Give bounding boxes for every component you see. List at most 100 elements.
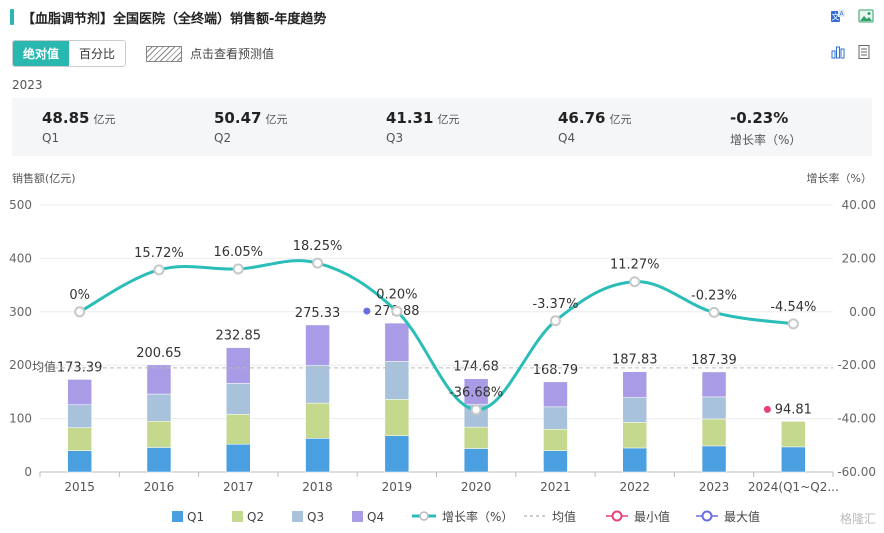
legend-swatch-q4 <box>352 511 363 522</box>
summary-value: 41.31 <box>386 109 434 127</box>
svg-text:A: A <box>839 11 844 18</box>
x-tick-label: 2018 <box>302 480 333 494</box>
growth-label: 15.72% <box>134 246 184 261</box>
bar-q1 <box>701 445 727 473</box>
bar-q3 <box>67 404 92 428</box>
y2-tick-label: 0.00 <box>849 305 876 319</box>
total-label: 187.39 <box>691 353 737 368</box>
summary-label: Q1 <box>42 131 60 145</box>
bar-chart-icon[interactable] <box>830 44 846 60</box>
hatch-swatch-icon <box>146 45 183 62</box>
tab-percentage[interactable]: 百分比 <box>69 41 126 66</box>
bar-q2 <box>384 399 410 436</box>
x-tick-label: 2020 <box>461 480 492 494</box>
y2-axis-title: 增长率（%） <box>806 172 872 185</box>
legend-label: Q4 <box>367 510 384 524</box>
bar-q4 <box>67 379 92 405</box>
growth-point <box>74 306 86 318</box>
tab-absolute[interactable]: 绝对值 <box>13 41 70 66</box>
forecast-toggle[interactable]: 点击查看预测值 <box>146 45 274 62</box>
summary-unit: 亿元 <box>265 113 288 126</box>
summary-growth: -0.23% 增长率（%） <box>700 98 872 156</box>
total-label: 187.83 <box>612 353 658 368</box>
legend-swatch-max-dot <box>701 510 713 522</box>
legend-swatch-q1 <box>172 511 183 522</box>
legend-label: 增长率（%） <box>442 509 513 524</box>
total-label: 168.79 <box>533 363 579 378</box>
bar-q3 <box>543 406 568 430</box>
image-icon[interactable] <box>858 8 874 24</box>
bar-q2 <box>146 421 172 448</box>
summary-unit: 亿元 <box>93 113 116 126</box>
growth-label: 0% <box>69 288 90 303</box>
bar-q3 <box>622 396 647 423</box>
bar-q1 <box>146 447 172 473</box>
document-icon[interactable] <box>856 44 872 60</box>
legend-swatch-min-dot <box>611 510 623 522</box>
growth-line <box>78 259 794 412</box>
max-marker <box>363 307 371 315</box>
bar-q1 <box>543 450 568 473</box>
min-marker <box>763 405 771 413</box>
bar-q4 <box>146 364 172 395</box>
summary-value: 46.76 <box>558 109 606 127</box>
growth-label: -3.37% <box>532 297 578 312</box>
bar-q1 <box>463 448 489 473</box>
total-label: 173.39 <box>57 360 103 375</box>
summary-label: 增长率（%） <box>730 133 802 147</box>
growth-label: -36.68% <box>449 386 503 401</box>
legend-label: 最小值 <box>634 509 670 524</box>
y-tick-label: 100 <box>9 412 32 426</box>
legend-label: Q3 <box>307 510 324 524</box>
bar-q4 <box>463 378 489 405</box>
forecast-label: 点击查看预测值 <box>190 47 275 61</box>
growth-point <box>787 318 799 330</box>
summary-value: 50.47 <box>214 109 262 127</box>
summary-value: 48.85 <box>42 109 90 127</box>
x-tick-label: 2017 <box>223 480 254 494</box>
summary-unit: 亿元 <box>609 113 632 126</box>
total-label: 174.68 <box>453 360 499 375</box>
legend-label: 最大值 <box>724 509 760 524</box>
growth-point <box>549 315 561 327</box>
growth-point <box>232 263 244 275</box>
summary-label: Q3 <box>386 131 404 145</box>
legend-label: Q1 <box>187 510 204 524</box>
y2-tick-label: 20.00 <box>842 251 876 265</box>
summary-unit: 亿元 <box>437 113 460 126</box>
y2-tick-label: -40.00 <box>837 412 876 426</box>
bar-q1 <box>226 443 251 473</box>
bar-q2 <box>226 414 251 445</box>
x-tick-label: 2023 <box>699 480 730 494</box>
y-tick-label: 300 <box>9 305 32 319</box>
growth-point <box>153 264 165 276</box>
svg-text:文: 文 <box>832 12 840 22</box>
legend-swatch-q3 <box>292 511 303 522</box>
total-label: 275.33 <box>295 306 341 321</box>
bar-q1 <box>781 446 806 473</box>
bar-q1 <box>67 450 92 473</box>
growth-label: 11.27% <box>610 258 660 273</box>
bar-q2 <box>701 418 727 447</box>
x-tick-label: 2016 <box>144 480 175 494</box>
summary-value: -0.23% <box>730 109 789 127</box>
summary-year: 2023 <box>12 78 43 92</box>
growth-point <box>391 305 403 317</box>
x-tick-label: 2024(Q1~Q2... <box>748 480 839 494</box>
growth-label: 0.20% <box>376 287 417 302</box>
bar-q2 <box>305 402 330 439</box>
summary-label: Q4 <box>558 131 576 145</box>
y-tick-label: 0 <box>24 465 32 479</box>
y-tick-label: 200 <box>9 358 32 372</box>
growth-label: 16.05% <box>213 245 263 260</box>
y-tick-label: 500 <box>9 198 32 212</box>
view-tabs: 绝对值 百分比 <box>12 40 127 67</box>
bar-q3 <box>305 364 330 404</box>
legend-label: 均值 <box>552 509 576 524</box>
bar-q4 <box>622 371 647 398</box>
bar-q4 <box>543 381 568 408</box>
x-tick-label: 2015 <box>64 480 95 494</box>
legend-swatch-growth-dot <box>419 511 429 521</box>
